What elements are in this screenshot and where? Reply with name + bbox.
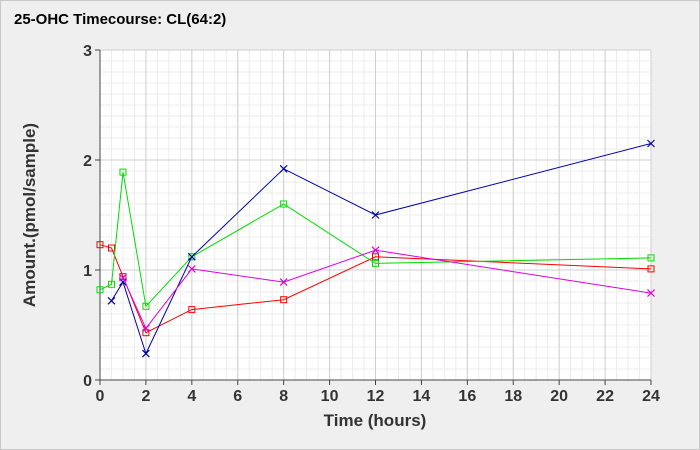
data-point-square (280, 200, 288, 208)
series-2 (96, 168, 655, 310)
series-line (99, 172, 652, 308)
data-point-square (280, 296, 288, 304)
data-point-cross (141, 349, 150, 358)
y-axis-label: Amount.(pmol/sample) (20, 123, 39, 307)
data-point-cross (279, 164, 288, 173)
data-point-cross (187, 252, 196, 261)
series-line (122, 249, 652, 330)
x-tick-label: 24 (642, 388, 660, 405)
x-tick-label: 16 (458, 388, 476, 405)
series-line (99, 244, 652, 334)
data-point-cross (141, 324, 150, 333)
data-point-cross (371, 211, 380, 219)
series-3 (107, 139, 655, 358)
x-tick-label: 10 (321, 388, 339, 405)
data-point-square (107, 244, 115, 252)
data-point-square (119, 273, 127, 281)
x-tick-label: 8 (279, 388, 288, 405)
x-tick-label: 2 (141, 388, 150, 405)
data-point-cross (647, 139, 655, 148)
data-point-square (647, 265, 655, 273)
y-axis-ticks: 0 1 2 3 (83, 43, 100, 390)
data-point-square (96, 286, 104, 294)
x-tick-label: 6 (233, 388, 242, 405)
data-point-cross (107, 296, 116, 305)
data-point-square (107, 280, 115, 288)
data-point-square (96, 241, 104, 249)
data-point-cross (647, 289, 655, 298)
x-tick-label: 4 (187, 388, 196, 405)
chart-title: 25-OHC Timecourse: CL(64:2) (14, 11, 226, 28)
series-1 (96, 241, 655, 337)
y-tick-label: 3 (83, 43, 92, 60)
series-4 (119, 246, 655, 333)
series-layer (96, 139, 655, 358)
x-tick-label: 18 (504, 388, 522, 405)
x-tick-label: 22 (596, 388, 614, 405)
data-point-square (119, 168, 127, 176)
data-point-cross (279, 278, 288, 287)
data-point-square (188, 253, 196, 261)
data-point-square (647, 254, 655, 262)
x-tick-label: 20 (550, 388, 568, 405)
data-point-cross (119, 273, 127, 282)
y-tick-label: 1 (83, 263, 92, 280)
x-tick-label: 14 (413, 388, 431, 405)
data-point-square (188, 306, 196, 314)
y-tick-label: 2 (83, 153, 92, 170)
data-point-square (142, 302, 150, 310)
x-tick-label: 12 (367, 388, 385, 405)
data-point-cross (187, 264, 196, 273)
x-axis-label: Time (hours) (324, 411, 427, 430)
data-point-square (372, 259, 379, 267)
x-tick-label: 0 (96, 388, 105, 405)
x-axis-ticks: 0 2 4 6 8 10 12 14 16 18 20 22 24 (96, 380, 660, 405)
data-point-square (142, 329, 150, 337)
data-point-square (372, 253, 379, 261)
data-point-cross (371, 246, 380, 255)
y-tick-label: 0 (83, 373, 92, 390)
